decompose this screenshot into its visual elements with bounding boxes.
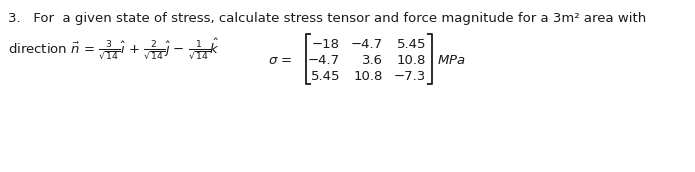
Text: −4.7: −4.7 — [308, 53, 340, 67]
Text: 10.8: 10.8 — [397, 53, 426, 67]
Text: 10.8: 10.8 — [354, 69, 383, 83]
Text: 5.45: 5.45 — [397, 37, 426, 51]
Text: $MPa$: $MPa$ — [437, 53, 466, 67]
Text: direction $\vec{n}$ = $\frac{3}{\sqrt{14}}\hat{\imath}$ + $\frac{2}{\sqrt{14}}\h: direction $\vec{n}$ = $\frac{3}{\sqrt{14… — [8, 37, 220, 62]
Text: −18: −18 — [312, 37, 340, 51]
Text: 5.45: 5.45 — [311, 69, 340, 83]
Text: 3.6: 3.6 — [362, 53, 383, 67]
Text: $\sigma$ =: $\sigma$ = — [268, 53, 292, 67]
Text: 3.   For  a given state of stress, calculate stress tensor and force magnitude f: 3. For a given state of stress, calculat… — [8, 12, 646, 25]
Text: −4.7: −4.7 — [351, 37, 383, 51]
Text: −7.3: −7.3 — [394, 69, 426, 83]
